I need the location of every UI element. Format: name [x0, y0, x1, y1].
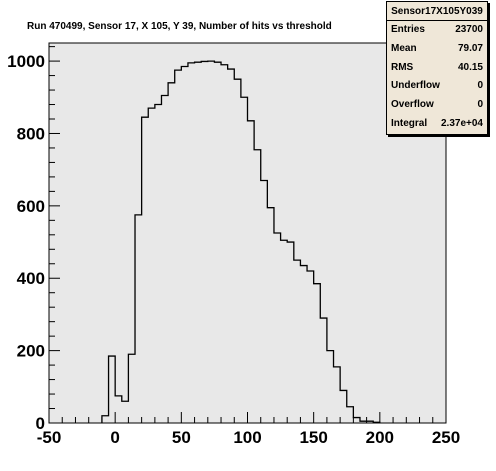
histogram-bin: [155, 105, 162, 423]
stats-label: RMS: [391, 61, 414, 73]
x-tick-label: 50: [172, 428, 191, 447]
histogram-bin: [214, 62, 221, 423]
histogram-bin: [307, 271, 314, 423]
stats-label: Entries: [391, 24, 425, 35]
histogram-bin: [115, 396, 122, 423]
histogram-bin: [102, 416, 109, 423]
histogram-bin: [135, 215, 142, 423]
stats-row: Underflow 0: [387, 77, 487, 96]
histogram-bin: [281, 240, 288, 423]
x-tick-label: 250: [432, 428, 460, 447]
histogram-bin: [300, 266, 307, 423]
stats-label: Underflow: [391, 80, 440, 92]
x-tick-label: 150: [299, 428, 327, 447]
histogram-bin: [248, 121, 255, 423]
histogram-outline: [101, 60, 381, 423]
y-tick-label: 0: [36, 414, 45, 433]
stats-row: RMS 40.15: [387, 59, 487, 78]
y-tick-label: 600: [17, 197, 45, 216]
histogram-bin: [347, 407, 354, 423]
stats-box-title: Sensor17X105Y039: [387, 2, 487, 21]
histogram-bin: [122, 401, 129, 423]
stats-value: 79.07: [457, 42, 483, 54]
stats-value: 40.15: [457, 61, 483, 73]
stats-row: Entries 23700: [387, 21, 487, 40]
histogram-bin: [175, 70, 182, 423]
stats-value: 0: [477, 80, 483, 92]
stats-box: Sensor17X105Y039 Entries 23700 Mean 79.07 RM…: [386, 1, 488, 135]
x-tick-label: 0: [110, 428, 119, 447]
histogram-bin: [109, 356, 116, 423]
x-tick-label: 200: [366, 428, 394, 447]
histogram-bin: [128, 354, 135, 423]
histogram-bin: [168, 83, 175, 423]
y-tick-label: 200: [17, 342, 45, 361]
stats-value: 23700: [455, 24, 483, 35]
histogram-bin: [208, 61, 215, 423]
histogram-bin: [228, 69, 235, 423]
histogram-bin: [142, 117, 149, 423]
histogram-bin: [353, 418, 360, 423]
stats-value: 2.37e+04: [441, 117, 483, 129]
stats-row: Overflow 0: [387, 96, 487, 115]
histogram-bin: [241, 97, 248, 423]
stats-row: Mean 79.07: [387, 40, 487, 59]
stats-label: Overflow: [391, 99, 434, 111]
histogram-bin: [274, 233, 281, 423]
histogram-bin: [254, 150, 261, 423]
y-tick-label: 1000: [7, 52, 45, 71]
stats-rows: Entries 23700 Mean 79.07 RMS 40.15 Underflow 0 O…: [387, 21, 487, 134]
chart-title: Run 470499, Sensor 17, X 105, Y 39, Numb…: [27, 21, 332, 32]
histogram-bin: [261, 181, 268, 423]
histogram-bin: [188, 63, 195, 423]
stats-value: 0: [477, 99, 483, 111]
histogram-bin: [294, 260, 301, 423]
histogram-bin: [327, 351, 334, 423]
axis-ticks: [48, 46, 447, 424]
histogram-bin: [287, 242, 294, 423]
histogram-bin: [201, 61, 208, 423]
stats-label: Integral: [391, 117, 428, 129]
histogram-bin: [148, 108, 155, 423]
y-tick-label: 400: [17, 269, 45, 288]
histogram-bin: [181, 67, 188, 423]
y-tick-label: 800: [17, 124, 45, 143]
histogram-bin: [161, 95, 168, 423]
x-tick-label: -50: [37, 428, 62, 447]
histogram-bin: [340, 390, 347, 423]
histogram-bin: [334, 367, 341, 423]
histogram-bin: [314, 284, 321, 423]
stats-row: Integral 2.37e+04: [387, 115, 487, 134]
histogram-bin: [195, 62, 202, 423]
histogram-bin: [320, 318, 327, 423]
stats-label: Mean: [391, 42, 417, 54]
histogram-bin: [221, 65, 228, 423]
histogram-bin: [267, 208, 274, 423]
x-tick-label: 100: [233, 428, 261, 447]
histogram-bin: [234, 79, 241, 423]
